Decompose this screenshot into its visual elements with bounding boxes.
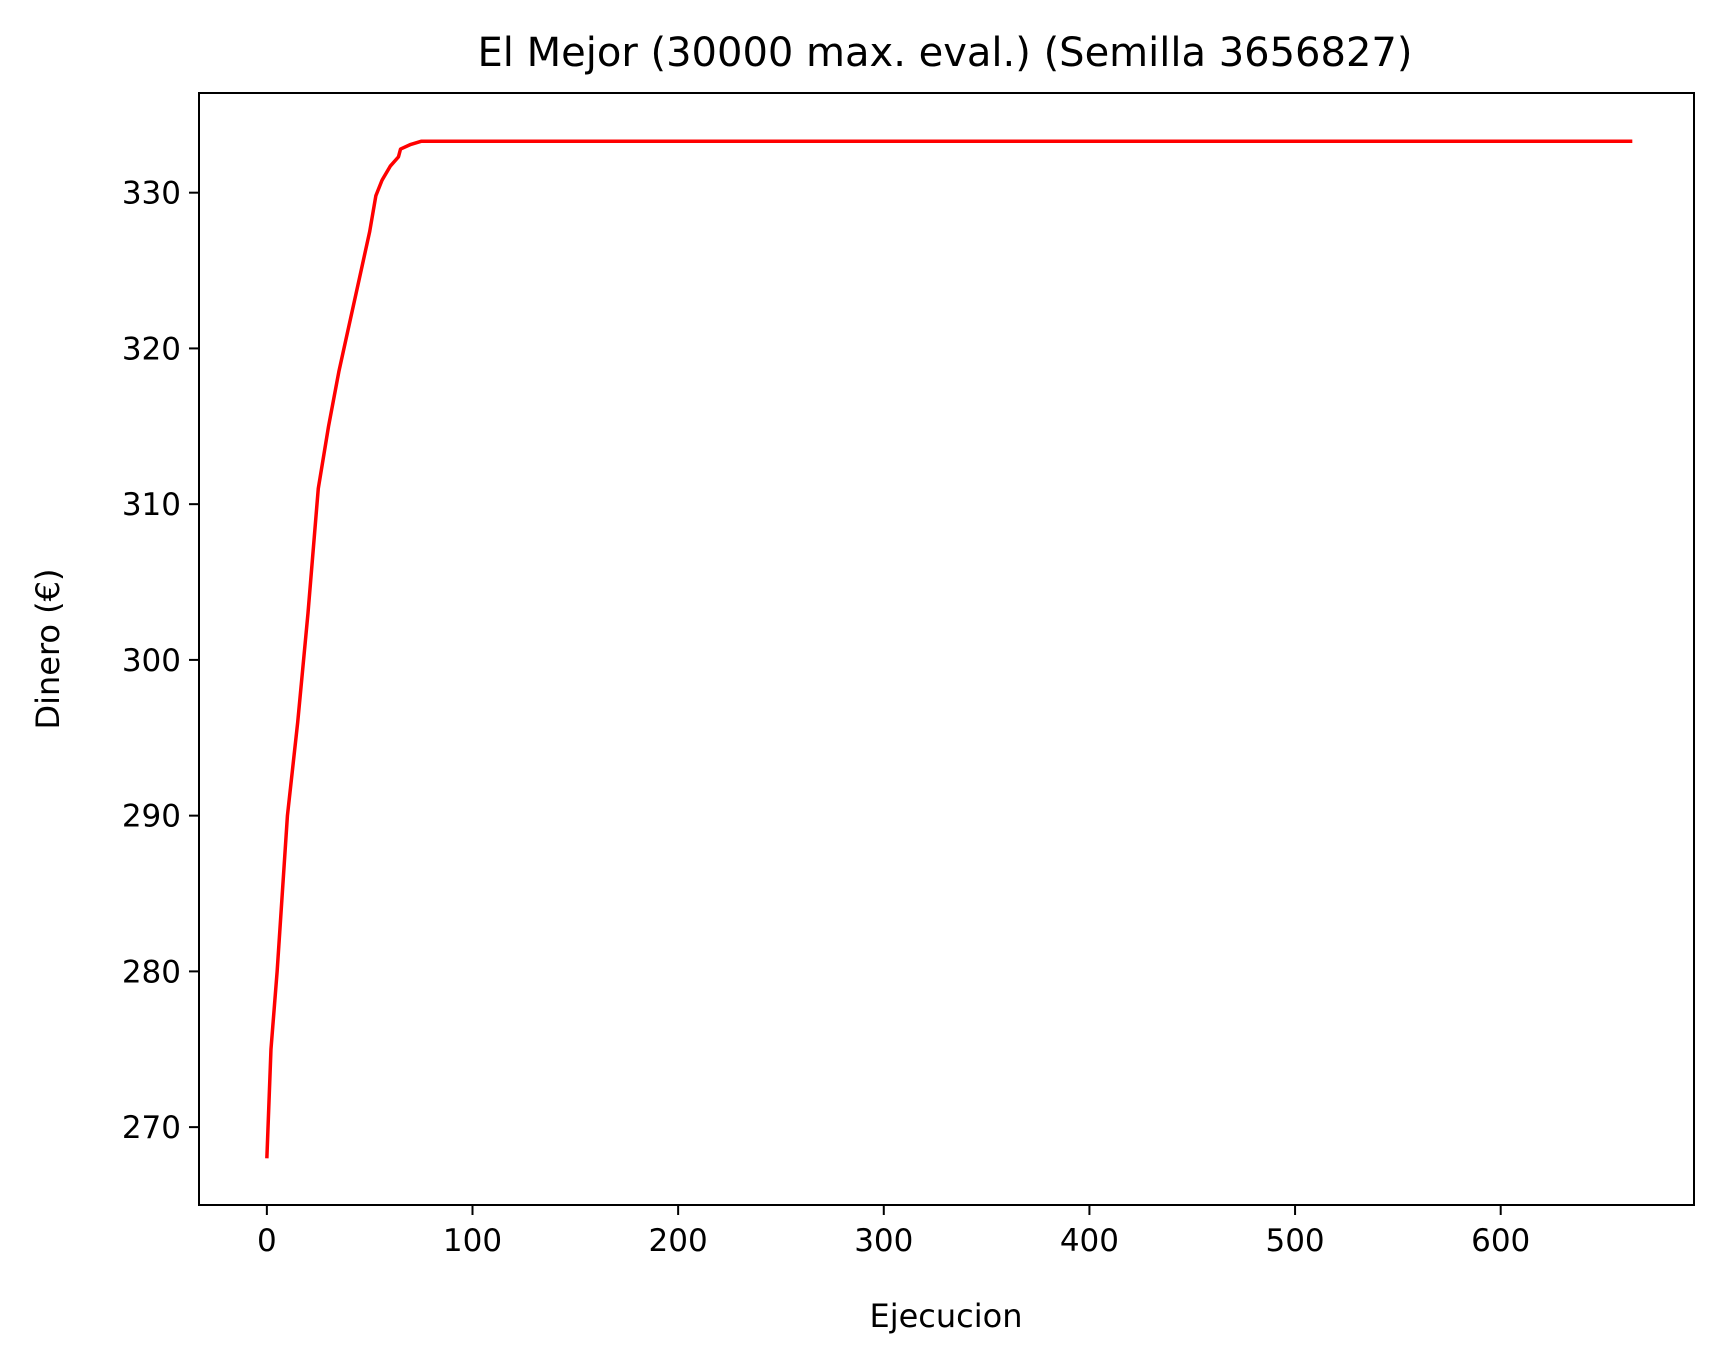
- axes-frame: [198, 92, 1695, 1206]
- y-tick-label: 320: [122, 331, 181, 367]
- y-tick-label: 310: [122, 487, 181, 523]
- y-tick-label: 290: [122, 799, 181, 835]
- y-axis: 270 280 290 300 310 320 330: [122, 176, 199, 1146]
- x-tick-label: 300: [854, 1223, 913, 1259]
- y-tick-label: 280: [122, 954, 181, 990]
- x-tick-label: 400: [1060, 1223, 1119, 1259]
- x-tick-label: 500: [1265, 1223, 1324, 1259]
- y-tick-label: 270: [122, 1110, 181, 1146]
- x-axis-label: Ejecucion: [869, 1297, 1022, 1335]
- x-tick-label: 0: [257, 1223, 277, 1259]
- y-tick-label: 330: [122, 176, 181, 212]
- y-axis-label: Dinero (€): [29, 568, 67, 729]
- plot-area: [265, 139, 1633, 1159]
- x-tick-label: 600: [1471, 1223, 1530, 1259]
- chart-title: El Mejor (30000 max. eval.) (Semilla 365…: [478, 30, 1413, 76]
- y-tick-label: 300: [122, 643, 181, 679]
- x-axis: 0 100 200 300 400 500 600: [257, 1205, 1530, 1259]
- series-line-0: [265, 139, 1633, 1159]
- x-tick-label: 200: [649, 1223, 708, 1259]
- x-tick-label: 100: [443, 1223, 502, 1259]
